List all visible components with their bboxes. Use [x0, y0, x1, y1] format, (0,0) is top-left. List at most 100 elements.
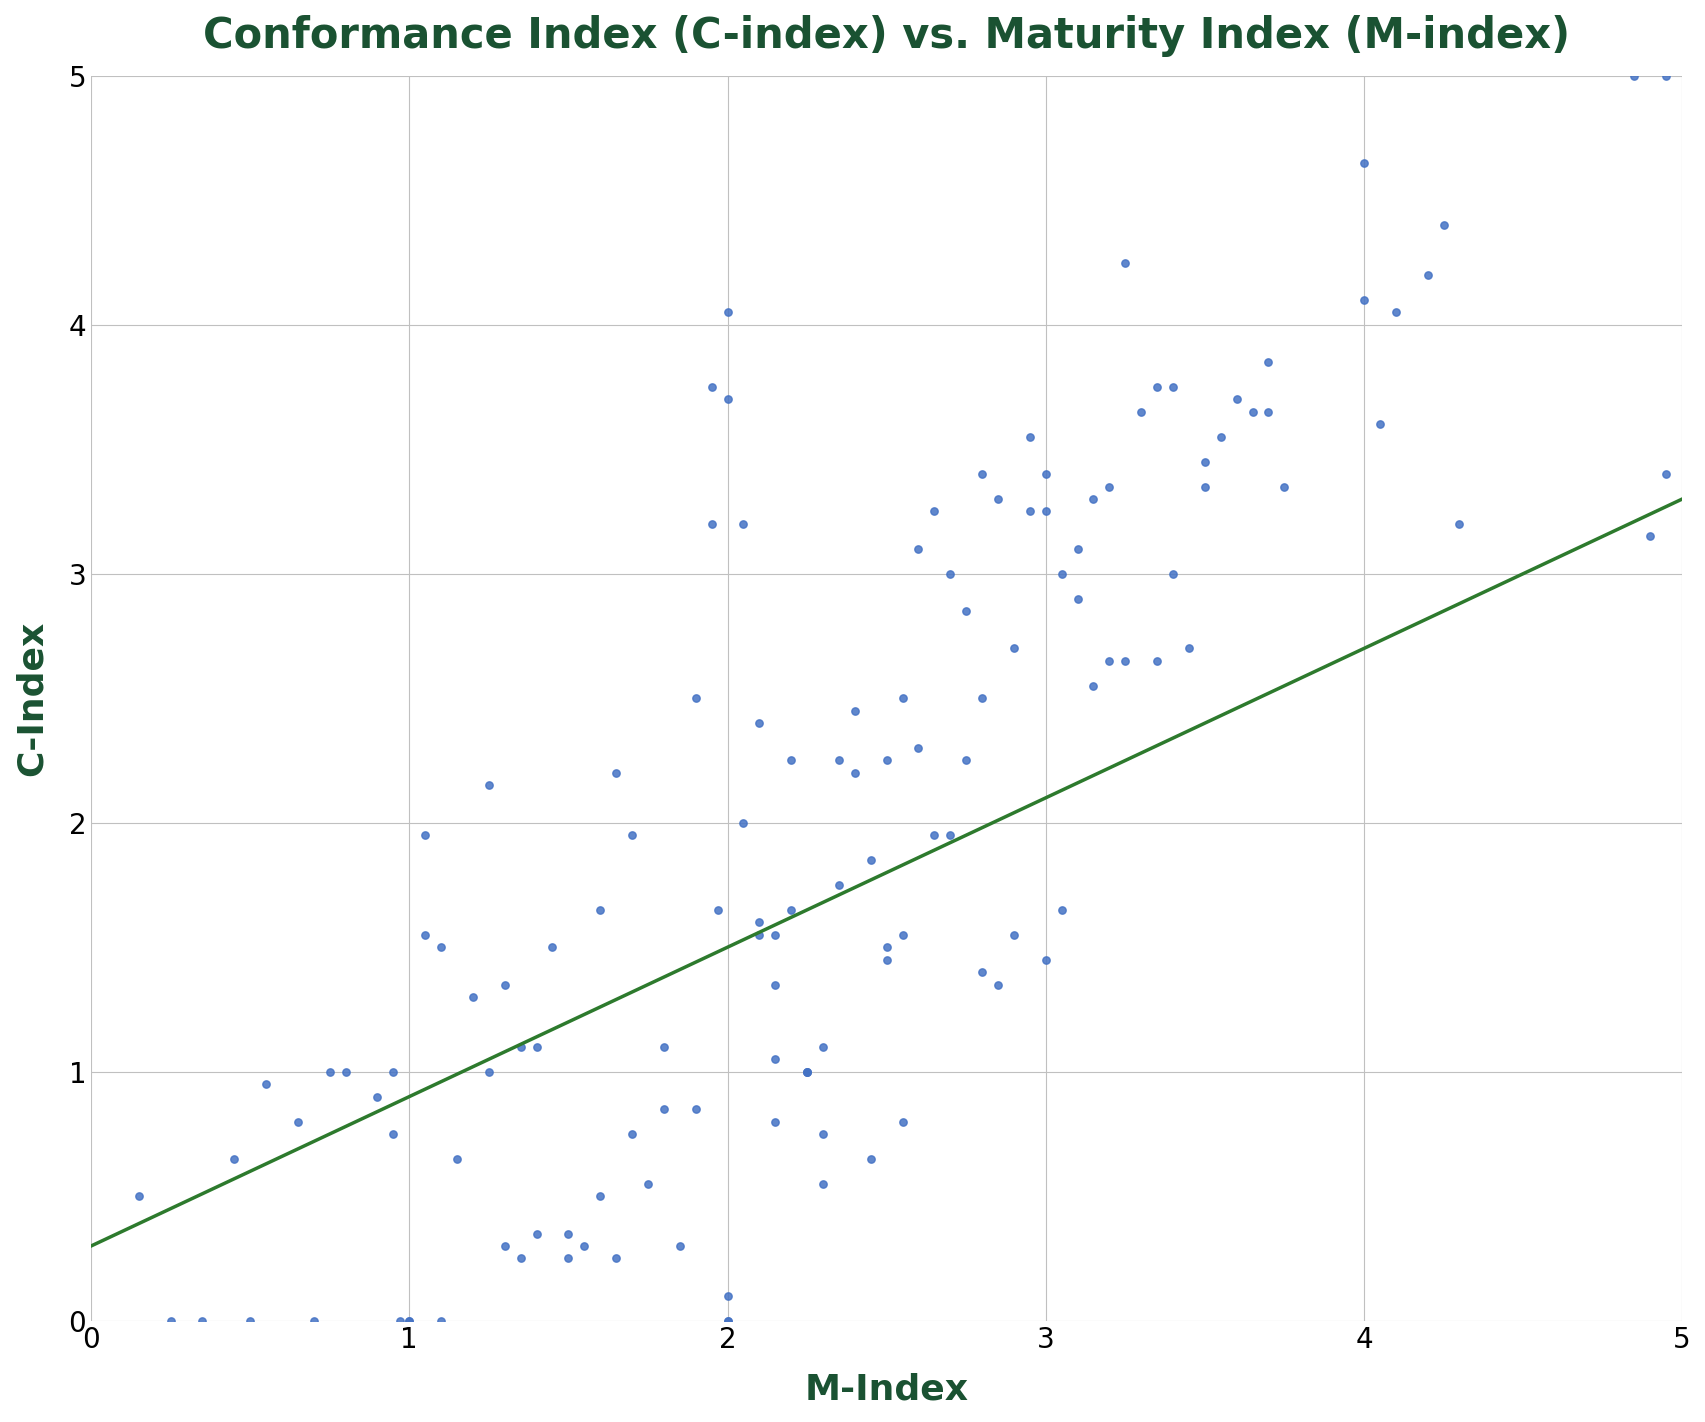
Point: [793, 1061, 820, 1084]
Point: [1175, 637, 1202, 660]
Point: [825, 873, 852, 896]
Point: [476, 774, 503, 796]
Point: [1350, 289, 1378, 311]
Point: [665, 1234, 692, 1257]
Y-axis label: C-Index: C-Index: [15, 620, 49, 776]
Point: [697, 512, 725, 535]
Point: [602, 1247, 629, 1270]
Point: [1142, 375, 1170, 398]
Point: [220, 1148, 247, 1170]
Point: [523, 1221, 551, 1244]
Point: [1238, 401, 1265, 424]
Point: [650, 1035, 677, 1058]
Point: [999, 923, 1026, 946]
Point: [808, 1035, 835, 1058]
Point: [650, 1098, 677, 1121]
Point: [587, 1185, 614, 1207]
Point: [571, 1234, 598, 1257]
Point: [1032, 501, 1059, 523]
Point: [730, 512, 757, 535]
Point: [1381, 301, 1408, 324]
Point: [808, 1122, 835, 1145]
Point: [491, 1234, 518, 1257]
Point: [1159, 375, 1187, 398]
Point: [523, 1035, 551, 1058]
Point: [602, 762, 629, 785]
Point: [904, 737, 931, 759]
Point: [1016, 425, 1043, 448]
Point: [1032, 948, 1059, 971]
X-axis label: M-Index: M-Index: [805, 1374, 968, 1406]
Point: [1255, 351, 1282, 374]
Point: [841, 700, 868, 722]
Point: [1652, 462, 1679, 485]
Point: [1620, 64, 1647, 87]
Point: [968, 462, 996, 485]
Point: [506, 1247, 534, 1270]
Point: [936, 562, 963, 584]
Point: [411, 823, 438, 846]
Point: [124, 1185, 152, 1207]
Point: [1190, 475, 1217, 498]
Point: [808, 1172, 835, 1194]
Point: [921, 501, 948, 523]
Point: [157, 1310, 184, 1332]
Point: [1016, 501, 1043, 523]
Point: [873, 936, 900, 958]
Point: [315, 1061, 343, 1084]
Point: [760, 1111, 788, 1133]
Point: [1350, 152, 1378, 175]
Point: [921, 823, 948, 846]
Point: [617, 823, 644, 846]
Point: [1047, 562, 1074, 584]
Point: [1190, 451, 1217, 474]
Point: [713, 1284, 740, 1307]
Point: [1444, 512, 1471, 535]
Point: [936, 823, 963, 846]
Point: [237, 1310, 264, 1332]
Point: [1222, 388, 1250, 411]
Point: [888, 687, 916, 710]
Point: [697, 375, 725, 398]
Point: [745, 712, 772, 735]
Point: [760, 1048, 788, 1071]
Point: [682, 687, 709, 710]
Point: [1079, 674, 1107, 697]
Point: [1142, 650, 1170, 673]
Point: [554, 1221, 581, 1244]
Point: [873, 948, 900, 971]
Point: [380, 1061, 407, 1084]
Point: [904, 538, 931, 560]
Point: [1159, 562, 1187, 584]
Point: [777, 749, 805, 772]
Point: [1095, 650, 1122, 673]
Point: [1032, 462, 1059, 485]
Point: [730, 812, 757, 835]
Point: [380, 1122, 407, 1145]
Point: [760, 923, 788, 946]
Point: [1127, 401, 1154, 424]
Point: [682, 1098, 709, 1121]
Point: [825, 749, 852, 772]
Point: [777, 899, 805, 921]
Point: [1064, 538, 1091, 560]
Point: [793, 1061, 820, 1084]
Point: [968, 687, 996, 710]
Point: [1112, 650, 1139, 673]
Point: [443, 1148, 471, 1170]
Point: [888, 1111, 916, 1133]
Point: [617, 1122, 644, 1145]
Point: [856, 1148, 883, 1170]
Point: [984, 488, 1011, 510]
Point: [1255, 401, 1282, 424]
Point: [300, 1310, 327, 1332]
Point: [1652, 64, 1679, 87]
Point: [968, 961, 996, 984]
Point: [332, 1061, 360, 1084]
Point: [873, 749, 900, 772]
Point: [363, 1085, 390, 1108]
Point: [951, 600, 979, 623]
Point: [411, 923, 438, 946]
Point: [1064, 587, 1091, 610]
Point: [951, 749, 979, 772]
